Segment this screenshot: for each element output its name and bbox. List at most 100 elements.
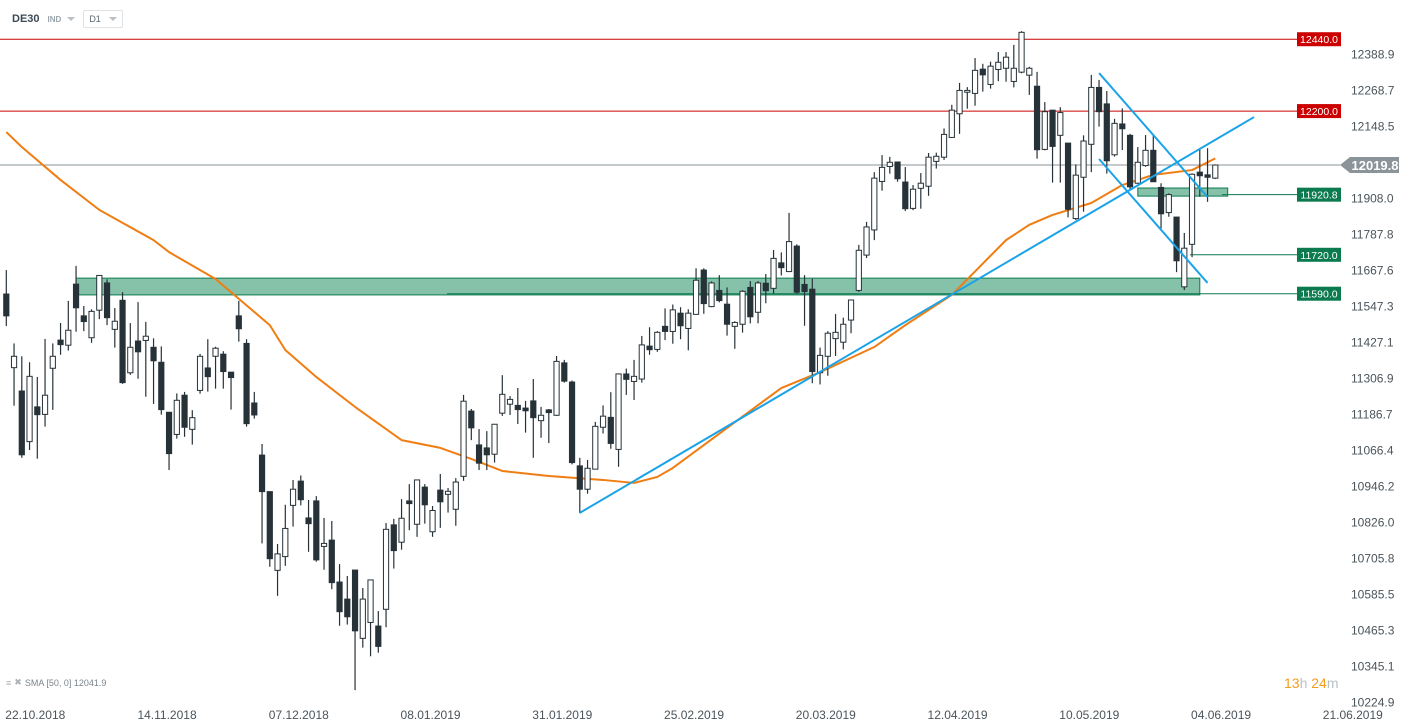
x-tick-label: 07.12.2018 <box>269 708 329 722</box>
candle-body-bullish <box>429 509 436 533</box>
candle <box>34 376 41 459</box>
candle-body-bullish <box>669 309 676 332</box>
candle-body-bullish <box>196 355 204 391</box>
candle <box>576 457 583 514</box>
sma-legend-text: SMA [50, 0] 12041.9 <box>24 677 107 688</box>
candle-body-bullish <box>88 310 95 339</box>
candle-body-bullish <box>731 321 738 327</box>
candle-body-bearish <box>165 411 173 455</box>
candle-body-bearish <box>530 400 537 419</box>
candle <box>251 391 258 419</box>
candle <box>189 410 196 445</box>
candle <box>96 274 103 320</box>
candle <box>158 346 165 415</box>
candle-body-bearish <box>103 282 111 319</box>
x-tick-label: 31.01.2019 <box>532 708 592 722</box>
candle-body-bearish <box>677 312 684 327</box>
candle-body-bearish <box>979 68 986 76</box>
candle-body-bearish <box>1204 174 1211 178</box>
candle-body-bullish <box>599 415 607 428</box>
close-icon[interactable]: ✖ <box>14 677 22 687</box>
candle-body-bearish <box>336 581 343 613</box>
candle-body-bullish <box>10 355 18 369</box>
candle <box>925 152 932 196</box>
candle-body-bullish <box>785 241 793 273</box>
candle <box>134 302 142 379</box>
candle <box>375 611 382 653</box>
candle <box>917 173 924 209</box>
candle <box>1095 79 1103 127</box>
candle-body-bearish <box>568 381 576 464</box>
symbol-name: DE30 <box>12 13 40 25</box>
candle-body-bullish <box>886 161 893 167</box>
timeframe-dropdown[interactable]: D1 <box>83 10 123 28</box>
candle <box>460 394 467 481</box>
candle-body-bearish <box>181 394 188 428</box>
candle <box>1157 183 1165 229</box>
candle <box>685 309 692 351</box>
candle <box>1010 44 1017 88</box>
candle <box>545 408 552 444</box>
candle <box>1134 147 1141 184</box>
candle <box>754 281 762 324</box>
candle-body-bearish <box>227 371 235 379</box>
level-label: 11920.8 <box>1300 190 1337 202</box>
candle <box>1173 216 1180 273</box>
candle <box>739 290 746 333</box>
candle <box>359 588 366 648</box>
candle-body-bearish <box>576 465 583 490</box>
candle-body-bearish <box>266 491 273 560</box>
level-label-bg <box>1297 187 1341 202</box>
candle-body-bearish <box>700 269 707 305</box>
candle-body-bullish <box>1111 122 1118 156</box>
candle-body-bearish <box>437 489 444 503</box>
current-price-label: 12019.8 <box>1352 158 1399 173</box>
candle-body-bullish <box>26 375 33 443</box>
candle <box>282 504 289 566</box>
y-tick-label: 11066.4 <box>1351 443 1394 457</box>
candle-body-bearish <box>801 283 808 293</box>
candle-body-bearish <box>421 486 428 506</box>
candle <box>630 359 638 400</box>
trendline <box>1098 72 1209 198</box>
candle <box>336 564 343 626</box>
candle <box>1212 164 1219 180</box>
sma-line <box>5 131 1216 484</box>
candle-body-bearish <box>1157 186 1165 215</box>
candle-body-bearish <box>344 598 351 618</box>
candle <box>305 500 312 552</box>
candle-body-bullish <box>654 331 661 350</box>
candle-body-bullish <box>1041 111 1048 150</box>
candle-body-bullish <box>553 360 560 416</box>
candle-body-bullish <box>1142 149 1149 167</box>
candle <box>1080 135 1087 212</box>
y-tick-label: 10705.8 <box>1351 551 1395 565</box>
countdown-hours: 13 <box>1284 675 1300 691</box>
candle <box>801 275 808 326</box>
candle <box>646 327 653 355</box>
candle-body-bearish <box>243 342 250 425</box>
y-tick-label: 11547.3 <box>1351 299 1394 313</box>
candle-body-bullish <box>948 109 955 138</box>
candle-body-bearish <box>390 524 397 552</box>
category-dropdown[interactable]: IND <box>48 15 76 24</box>
candle-body-bullish <box>1057 112 1064 136</box>
candle-body-bearish <box>305 517 312 525</box>
candle-body-bullish <box>65 329 72 346</box>
candle-body-bearish <box>661 325 669 332</box>
candle <box>1049 109 1056 183</box>
category-label: IND <box>47 14 62 24</box>
candle-body-bearish <box>1173 216 1180 262</box>
settings-list-icon[interactable]: ≡ <box>6 677 12 688</box>
candle <box>328 520 335 590</box>
candle <box>212 346 219 389</box>
candle <box>584 459 591 494</box>
candle <box>1041 102 1048 151</box>
candle <box>592 421 599 470</box>
y-tick-label: 10345.1 <box>1351 659 1395 673</box>
candle-body-bearish <box>1064 142 1072 210</box>
candle <box>677 307 684 340</box>
candle <box>894 161 901 182</box>
candle <box>1188 173 1196 258</box>
